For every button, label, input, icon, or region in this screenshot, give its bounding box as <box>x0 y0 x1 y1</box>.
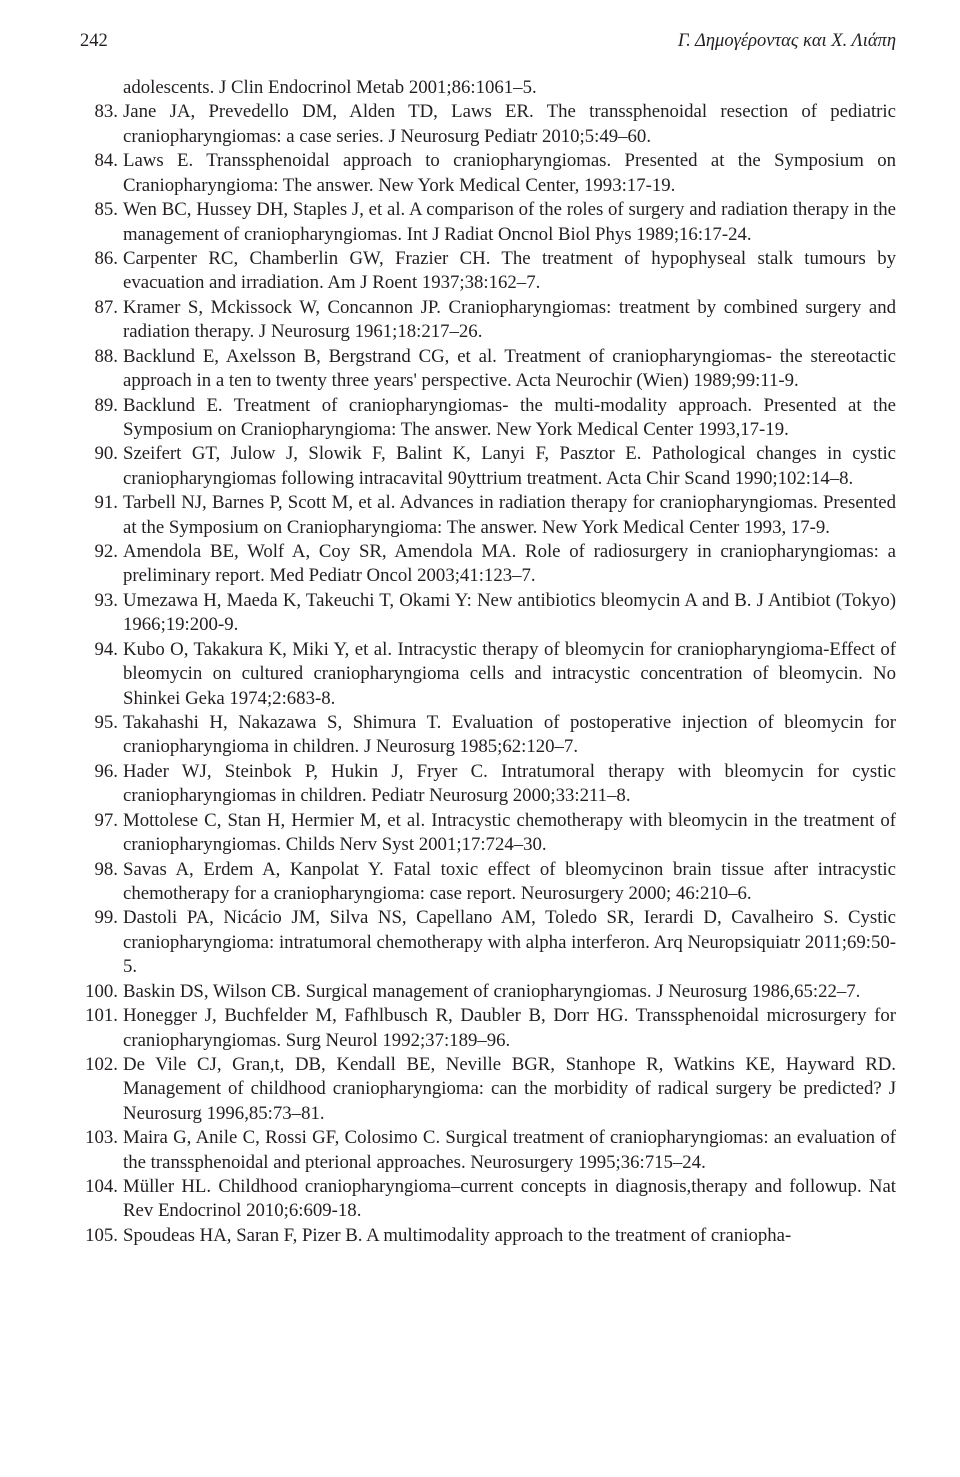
reference-item: 86.Carpenter RC, Chamberlin GW, Frazier … <box>80 247 896 296</box>
reference-number: 90. <box>80 442 118 466</box>
reference-number: 88. <box>80 345 118 369</box>
reference-number: 98. <box>80 858 118 882</box>
reference-item: 92.Amendola BE, Wolf A, Coy SR, Amendola… <box>80 540 896 589</box>
reference-number: 96. <box>80 760 118 784</box>
reference-item: 89.Backlund E. Treatment of craniopharyn… <box>80 394 896 443</box>
reference-number: 86. <box>80 247 118 271</box>
reference-text: Dastoli PA, Nicácio JM, Silva NS, Capell… <box>123 907 896 977</box>
reference-text: Baskin DS, Wilson CB. Surgical managemen… <box>123 981 860 1002</box>
reference-text: Spoudeas HA, Saran F, Pizer B. A multimo… <box>123 1225 791 1246</box>
reference-number: 89. <box>80 394 118 418</box>
reference-text: Honegger J, Buchfelder M, Fafhlbusch R, … <box>123 1005 896 1050</box>
reference-item: 88.Backlund E, Axelsson B, Bergstrand CG… <box>80 345 896 394</box>
reference-text: Umezawa H, Maeda K, Takeuchi T, Okami Y:… <box>123 590 896 635</box>
reference-item: 105.Spoudeas HA, Saran F, Pizer B. A mul… <box>80 1224 896 1248</box>
reference-number: 95. <box>80 711 118 735</box>
reference-text: Wen BC, Hussey DH, Staples J, et al. A c… <box>123 199 896 244</box>
reference-text: Maira G, Anile C, Rossi GF, Colosimo C. … <box>123 1127 896 1172</box>
reference-text: Carpenter RC, Chamberlin GW, Frazier CH.… <box>123 248 896 293</box>
reference-text: Mottolese C, Stan H, Hermier M, et al. I… <box>123 810 896 855</box>
reference-item: 100.Baskin DS, Wilson CB. Surgical manag… <box>80 980 896 1004</box>
reference-number: 100. <box>80 980 118 1004</box>
reference-item: 97. Mottolese C, Stan H, Hermier M, et a… <box>80 809 896 858</box>
reference-number: 93. <box>80 589 118 613</box>
page: 242 Γ. Δημογέροντας και Χ. Λιάπη adolesc… <box>0 0 960 1477</box>
reference-item: 93.Umezawa H, Maeda K, Takeuchi T, Okami… <box>80 589 896 638</box>
reference-item: 103.Maira G, Anile C, Rossi GF, Colosimo… <box>80 1126 896 1175</box>
reference-number: 83. <box>80 100 118 124</box>
reference-text: Jane JA, Prevedello DM, Alden TD, Laws E… <box>123 101 896 146</box>
reference-text: Amendola BE, Wolf A, Coy SR, Amendola MA… <box>123 541 896 586</box>
reference-number: 94. <box>80 638 118 662</box>
reference-item: 87.Kramer S, Mckissock W, Concannon JP. … <box>80 296 896 345</box>
reference-item: 99.Dastoli PA, Nicácio JM, Silva NS, Cap… <box>80 906 896 979</box>
reference-text: Tarbell NJ, Barnes P, Scott M, et al. Ad… <box>123 492 896 537</box>
header-authors: Γ. Δημογέροντας και Χ. Λιάπη <box>678 29 896 53</box>
reference-item: 104.Müller HL. Childhood craniopharyngio… <box>80 1175 896 1224</box>
reference-text: De Vile CJ, Gran,t, DB, Kendall BE, Nevi… <box>123 1054 896 1124</box>
reference-number: 84. <box>80 149 118 173</box>
reference-item: 85.Wen BC, Hussey DH, Staples J, et al. … <box>80 198 896 247</box>
reference-number: 104. <box>80 1175 118 1199</box>
reference-number: 87. <box>80 296 118 320</box>
reference-number: 105. <box>80 1224 118 1248</box>
reference-item: 98.Savas A, Erdem A, Kanpolat Y. Fatal t… <box>80 858 896 907</box>
reference-number: 97. <box>80 809 118 833</box>
reference-item: 96. Hader WJ, Steinbok P, Hukin J, Fryer… <box>80 760 896 809</box>
reference-number: 99. <box>80 906 118 930</box>
reference-item: 95.Takahashi H, Nakazawa S, Shimura T. E… <box>80 711 896 760</box>
reference-item: 102. De Vile CJ, Gran,t, DB, Kendall BE,… <box>80 1053 896 1126</box>
reference-number: 102. <box>80 1053 118 1077</box>
reference-text: Szeifert GT, Julow J, Slowik F, Balint K… <box>123 443 896 488</box>
reference-number: 101. <box>80 1004 118 1028</box>
reference-number: 91. <box>80 491 118 515</box>
reference-item: 83.Jane JA, Prevedello DM, Alden TD, Law… <box>80 100 896 149</box>
running-header: 242 Γ. Δημογέροντας και Χ. Λιάπη <box>80 29 896 53</box>
reference-item: 91.Tarbell NJ, Barnes P, Scott M, et al.… <box>80 491 896 540</box>
reference-list: adolescents. J Clin Endocrinol Metab 200… <box>80 76 896 1248</box>
page-number: 242 <box>80 29 108 53</box>
reference-item: 101.Honegger J, Buchfelder M, Fafhlbusch… <box>80 1004 896 1053</box>
reference-text: Müller HL. Childhood craniopharyngioma–c… <box>123 1176 896 1221</box>
reference-number: 92. <box>80 540 118 564</box>
reference-text: Kramer S, Mckissock W, Concannon JP. Cra… <box>123 297 896 342</box>
reference-item: 94.Kubo O, Takakura K, Miki Y, et al. In… <box>80 638 896 711</box>
reference-item: 90.Szeifert GT, Julow J, Slowik F, Balin… <box>80 442 896 491</box>
reference-text: Kubo O, Takakura K, Miki Y, et al. Intra… <box>123 639 896 709</box>
reference-item: 84.Laws E. Transsphenoidal approach to c… <box>80 149 896 198</box>
reference-text: Backlund E, Axelsson B, Bergstrand CG, e… <box>123 346 896 391</box>
reference-text: Backlund E. Treatment of craniopharyngio… <box>123 395 896 440</box>
reference-text: adolescents. J Clin Endocrinol Metab 200… <box>123 77 537 98</box>
reference-number: 85. <box>80 198 118 222</box>
reference-text: Hader WJ, Steinbok P, Hukin J, Fryer C. … <box>123 761 896 806</box>
reference-text: Takahashi H, Nakazawa S, Shimura T. Eval… <box>123 712 896 757</box>
reference-text: Savas A, Erdem A, Kanpolat Y. Fatal toxi… <box>123 859 896 904</box>
reference-text: Laws E. Transsphenoidal approach to cran… <box>123 150 896 195</box>
reference-continuation: adolescents. J Clin Endocrinol Metab 200… <box>80 76 896 100</box>
reference-number: 103. <box>80 1126 118 1150</box>
